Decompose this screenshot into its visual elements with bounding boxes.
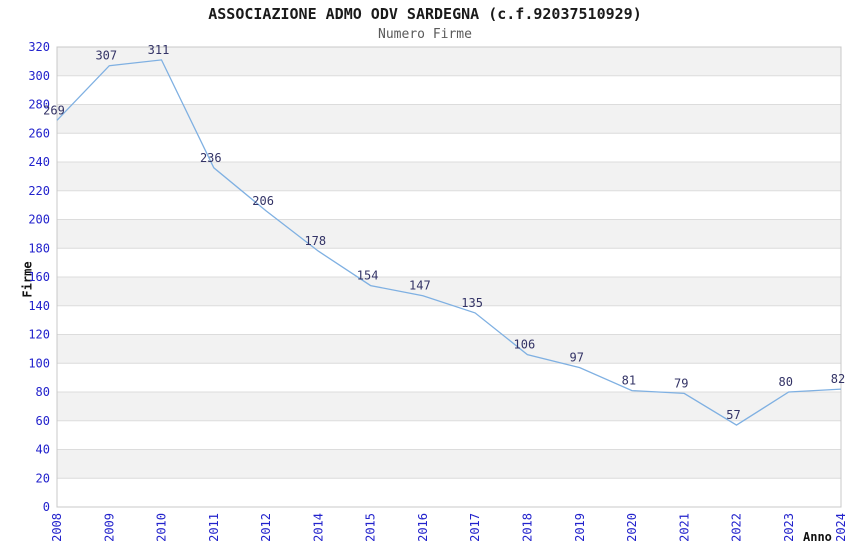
y-tick-labels: 0 20 40 60 80 100 120 140 160 180 200 220 240 260 280 3… [28, 40, 50, 514]
svg-text:57: 57 [726, 408, 740, 422]
svg-text:106: 106 [514, 338, 536, 352]
gridlines [57, 75, 841, 479]
svg-text:140: 140 [28, 299, 50, 313]
x-tick-labels: 2008 2009 2010 2011 2012 2014 2015 2016 2017 2018… [50, 513, 848, 542]
svg-text:82: 82 [831, 372, 845, 386]
svg-text:60: 60 [36, 414, 50, 428]
svg-text:2020: 2020 [625, 513, 639, 542]
svg-text:40: 40 [36, 443, 50, 457]
svg-text:206: 206 [252, 194, 274, 208]
svg-text:2023: 2023 [782, 513, 796, 542]
svg-text:236: 236 [200, 151, 222, 165]
svg-text:178: 178 [304, 234, 326, 248]
x-axis-label: Anno [803, 530, 832, 544]
svg-text:311: 311 [148, 43, 170, 57]
svg-text:2015: 2015 [364, 513, 378, 542]
svg-text:240: 240 [28, 155, 50, 169]
svg-text:0: 0 [43, 500, 50, 514]
svg-text:81: 81 [622, 374, 636, 388]
svg-text:2017: 2017 [468, 513, 482, 542]
svg-text:154: 154 [357, 269, 379, 283]
svg-text:220: 220 [28, 184, 50, 198]
svg-text:2022: 2022 [730, 513, 744, 542]
svg-text:260: 260 [28, 126, 50, 140]
plot-border [56, 46, 842, 508]
svg-text:97: 97 [569, 351, 583, 365]
data-point-labels: 269 307 311 236 206 178 154 147 135 106 97 81 79 57 80… [43, 43, 845, 422]
svg-text:2008: 2008 [50, 513, 64, 542]
svg-text:2018: 2018 [520, 513, 534, 542]
svg-text:2011: 2011 [207, 513, 221, 542]
svg-text:80: 80 [36, 385, 50, 399]
svg-text:2014: 2014 [311, 513, 325, 542]
svg-text:2024: 2024 [834, 513, 848, 542]
svg-text:100: 100 [28, 356, 50, 370]
svg-text:269: 269 [43, 103, 65, 117]
svg-text:80: 80 [778, 375, 792, 389]
svg-text:180: 180 [28, 241, 50, 255]
svg-text:160: 160 [28, 270, 50, 284]
svg-text:200: 200 [28, 213, 50, 227]
svg-text:2021: 2021 [677, 513, 691, 542]
svg-text:147: 147 [409, 279, 431, 293]
svg-text:2016: 2016 [416, 513, 430, 542]
svg-text:307: 307 [95, 49, 117, 63]
plot-bands [57, 47, 841, 507]
svg-text:135: 135 [461, 296, 483, 310]
chart-subtitle: Numero Firme [378, 27, 472, 42]
svg-text:20: 20 [36, 471, 50, 485]
svg-text:2010: 2010 [155, 513, 169, 542]
svg-text:2012: 2012 [259, 513, 273, 542]
chart-title: ASSOCIAZIONE ADMO ODV SARDEGNA (c.f.9203… [208, 5, 642, 23]
series-line [56, 59, 842, 426]
svg-text:2009: 2009 [102, 513, 116, 542]
svg-text:300: 300 [28, 69, 50, 83]
svg-text:2019: 2019 [573, 513, 587, 542]
svg-text:120: 120 [28, 328, 50, 342]
svg-text:280: 280 [28, 98, 50, 112]
svg-text:79: 79 [674, 376, 688, 390]
svg-text:320: 320 [28, 40, 50, 54]
